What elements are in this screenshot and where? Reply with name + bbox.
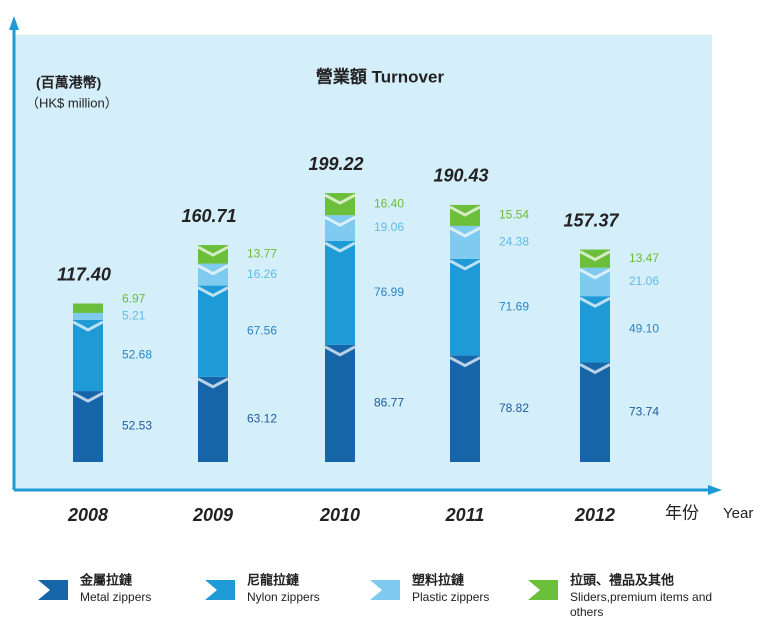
- value-label: 63.12: [247, 412, 277, 426]
- legend-label-en: Plastic zippers: [412, 590, 542, 605]
- bar-segment: [73, 313, 103, 320]
- value-label: 52.53: [122, 419, 152, 433]
- bar-segment: [73, 304, 103, 313]
- page: 營業額 Turnover (百萬港幣) （HK$ million） 年份 Yea…: [0, 0, 760, 628]
- legend-label-en-box: Metal zippers: [80, 590, 210, 628]
- value-label: 86.77: [374, 396, 404, 410]
- x-tick-label: 2010: [319, 505, 360, 525]
- legend-label: 拉頭、禮品及其他: [570, 572, 674, 587]
- x-tick-label: 2008: [67, 505, 108, 525]
- value-label: 16.40: [374, 196, 404, 210]
- bar-segment: [325, 345, 355, 462]
- legend-label-en: Sliders,premium items and others: [570, 590, 720, 620]
- bar-segment: [325, 241, 355, 345]
- x-label: 年份: [665, 503, 699, 522]
- value-label: 21.06: [629, 274, 659, 288]
- legend: 金屬拉鏈 Metal zippers 尼龍拉鏈 Nylon zippers 塑料拉鏈 Pl…: [38, 572, 720, 628]
- value-label: 78.82: [499, 401, 529, 415]
- value-label: 52.68: [122, 348, 152, 362]
- legend-label-en-box: Plastic zippers: [412, 590, 542, 628]
- bar-segment: [198, 377, 228, 462]
- value-label: 71.69: [499, 299, 529, 313]
- x-tick-label: 2011: [445, 505, 485, 525]
- bar-segment: [450, 356, 480, 462]
- x-axis-arrow: [708, 485, 722, 495]
- y-label-en: （HK$ million）: [26, 95, 118, 110]
- y-axis-arrow: [9, 16, 19, 30]
- value-label: 49.10: [629, 321, 659, 335]
- value-label: 6.97: [122, 292, 146, 306]
- value-label: 24.38: [499, 235, 529, 249]
- value-label: 76.99: [374, 285, 404, 299]
- value-label: 5.21: [122, 309, 146, 323]
- legend-label: 金屬拉鏈: [79, 572, 133, 587]
- x-label-en: Year: [723, 505, 753, 522]
- chart-title: 營業額 Turnover: [316, 66, 445, 86]
- x-tick-label: 2009: [192, 505, 233, 525]
- bar-segment: [580, 362, 610, 462]
- value-label: 67.56: [247, 323, 277, 337]
- value-label: 16.26: [247, 267, 277, 281]
- total-label: 117.40: [57, 264, 111, 284]
- value-label: 73.74: [629, 404, 659, 418]
- value-label: 13.47: [629, 251, 659, 265]
- bar-segment: [198, 286, 228, 377]
- legend-label-en-box: Nylon zippers: [247, 590, 377, 628]
- total-label: 199.22: [308, 154, 363, 174]
- legend-label-en: Metal zippers: [80, 590, 210, 605]
- total-label: 160.71: [181, 206, 236, 226]
- value-label: 15.54: [499, 208, 529, 222]
- chart: 營業額 Turnover (百萬港幣) （HK$ million） 年份 Yea…: [0, 0, 760, 628]
- legend-swatch: [38, 580, 68, 600]
- bar-segment: [450, 259, 480, 356]
- total-label: 157.37: [563, 210, 619, 230]
- value-label: 13.77: [247, 247, 277, 261]
- legend-label-en: Nylon zippers: [247, 590, 377, 605]
- legend-label: 塑料拉鏈: [412, 572, 465, 587]
- legend-label: 尼龍拉鏈: [247, 572, 300, 587]
- y-label: (百萬港幣): [36, 75, 101, 91]
- total-label: 190.43: [433, 166, 488, 186]
- legend-label-en-box: Sliders,premium items and others: [570, 590, 720, 628]
- x-tick-label: 2012: [574, 505, 615, 525]
- value-label: 19.06: [374, 220, 404, 234]
